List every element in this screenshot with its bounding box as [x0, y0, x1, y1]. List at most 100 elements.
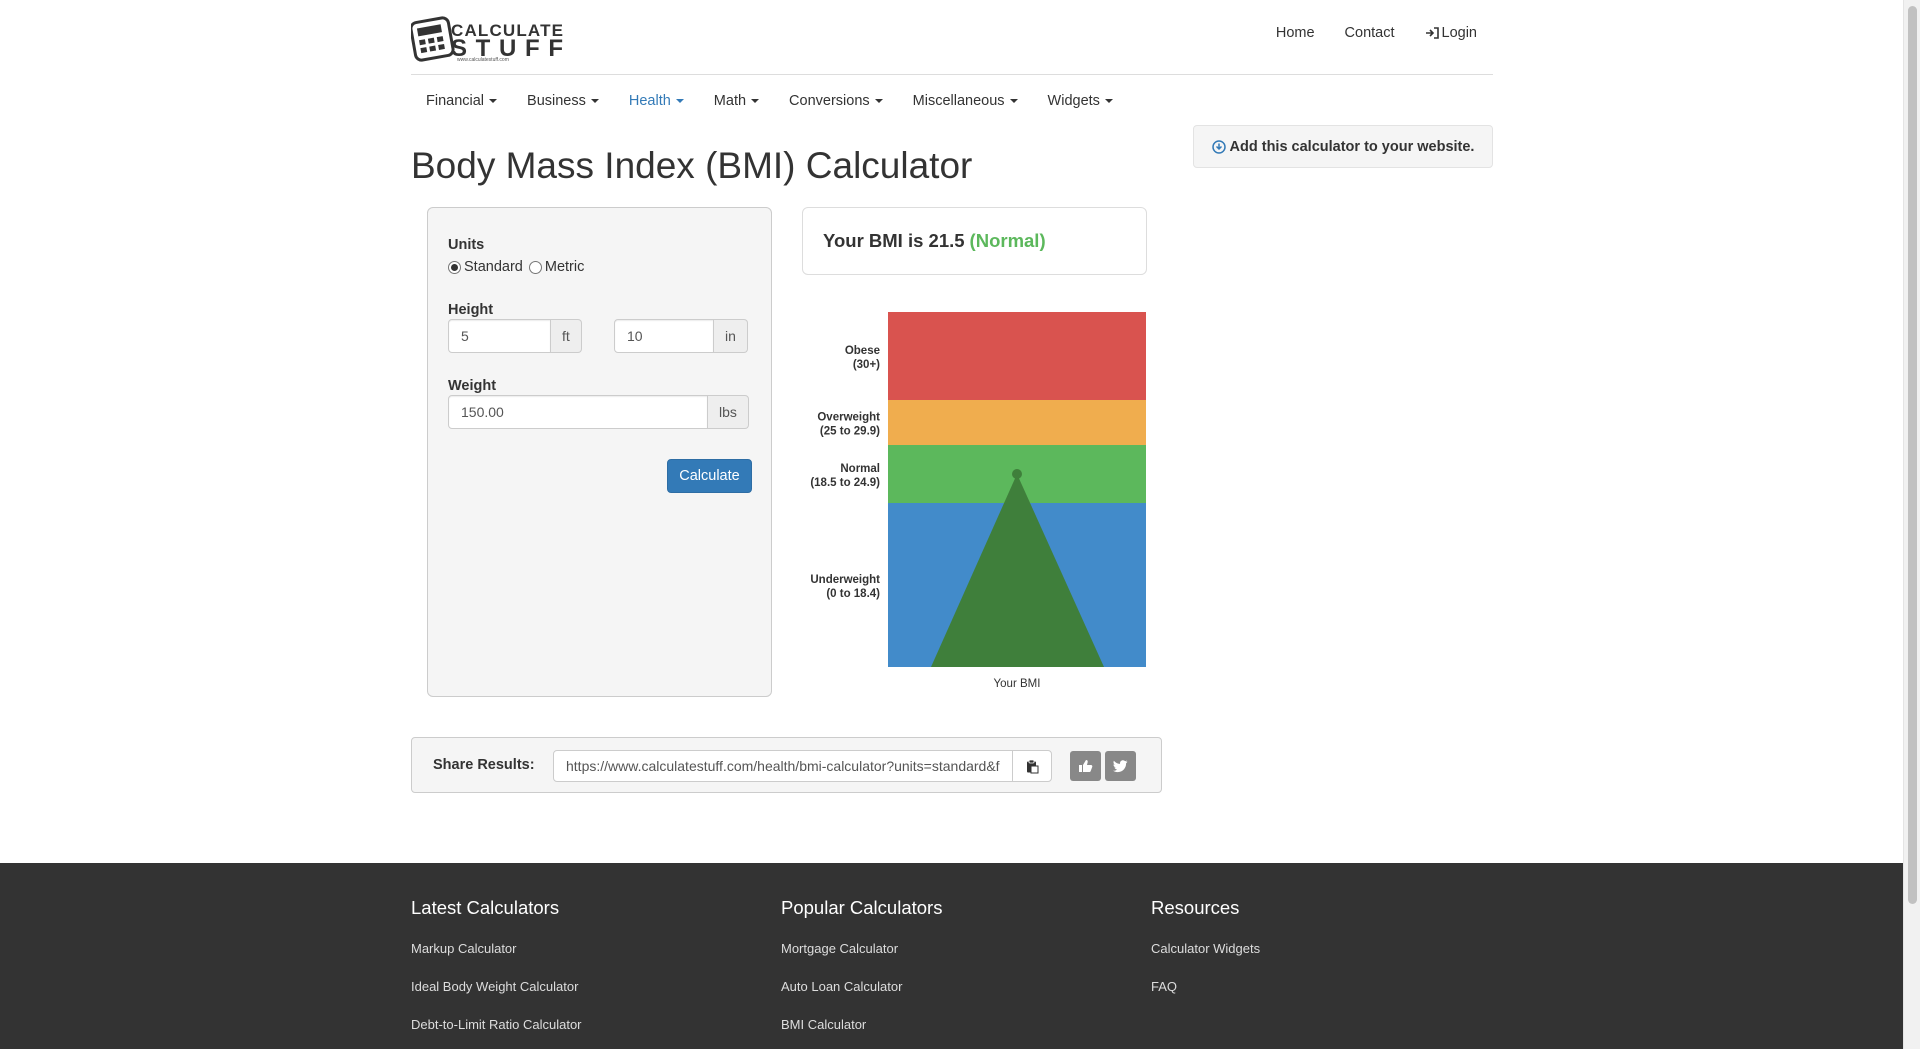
clipboard-icon: [1027, 759, 1039, 773]
thumbs-up-icon: [1079, 760, 1093, 772]
facebook-like-button[interactable]: [1070, 751, 1101, 781]
caret-down-icon: [590, 99, 599, 103]
bmi-form-panel: Units Standard Metric Height 5 ft 10 in …: [427, 207, 772, 697]
footer-link[interactable]: Calculator Widgets: [1151, 941, 1261, 956]
nav-financial-label: Financial: [426, 93, 485, 109]
login-label: Login: [1441, 25, 1477, 41]
svg-text:CALCULATE: CALCULATE: [451, 21, 563, 40]
height-in-unit: in: [714, 319, 748, 353]
chart-band-range: (18.5 to 24.9): [810, 477, 880, 489]
login-icon: [1425, 27, 1439, 39]
copy-button[interactable]: [1012, 750, 1052, 782]
caret-down-icon: [675, 99, 684, 103]
nav-miscellaneous-label: Miscellaneous: [912, 93, 1005, 109]
footer-popular-title: Popular Calculators: [781, 897, 943, 918]
nav-math[interactable]: Math: [699, 93, 774, 109]
footer-link[interactable]: Mortgage Calculator: [781, 941, 899, 956]
units-label: Units: [448, 237, 485, 253]
calculate-button[interactable]: Calculate: [667, 459, 752, 493]
weight-label: Weight: [448, 378, 497, 394]
footer-link[interactable]: Ideal Body Weight Calculator: [411, 979, 579, 994]
bmi-chart-svg: Obese (30+) Overweight (25 to 29.9) Normal (1…: [810, 312, 1146, 690]
nav-business[interactable]: Business: [512, 93, 614, 109]
share-url-input[interactable]: https://www.calculatestuff.com/health/bm…: [553, 750, 1013, 782]
calculator-logo-icon: CALCULATE STUFF www.calculatestuff.com: [409, 16, 563, 63]
share-label: Share Results:: [433, 757, 535, 773]
footer-link[interactable]: BMI Calculator: [781, 1017, 867, 1032]
units-radio-group: Standard Metric: [448, 259, 590, 275]
chart-band-overweight: [888, 400, 1146, 445]
site-logo[interactable]: CALCULATE STUFF www.calculatestuff.com: [409, 14, 565, 63]
nav-business-label: Business: [527, 93, 586, 109]
footer-link[interactable]: Markup Calculator: [411, 941, 517, 956]
nav-home-link[interactable]: Home: [1275, 25, 1315, 41]
weight-group: 150.00 lbs: [448, 395, 749, 429]
standard-radio-label[interactable]: Standard: [464, 259, 523, 275]
top-nav: Home Contact Login: [1261, 25, 1493, 41]
nav-widgets-label: Widgets: [1047, 93, 1100, 109]
footer-resources-title: Resources: [1151, 897, 1240, 918]
height-label: Height: [448, 302, 494, 318]
caret-down-icon: [874, 99, 883, 103]
footer-popular-column: Popular Calculators Mortgage Calculator …: [781, 897, 942, 1044]
scrollbar-thumb[interactable]: [1908, 6, 1917, 904]
bmi-result-text: Your BMI is 21.5: [823, 230, 965, 251]
footer-latest-title: Latest Calculators: [411, 897, 560, 918]
metric-radio[interactable]: [528, 260, 542, 274]
site-header: CALCULATE STUFF www.calculatestuff.com H…: [409, 0, 1493, 75]
chart-band-obese: [888, 312, 1146, 400]
height-in-group: 10 in: [614, 319, 748, 353]
chart-band-range: (25 to 29.9): [820, 426, 880, 438]
height-ft-input[interactable]: 5: [448, 319, 551, 353]
metric-radio-label[interactable]: Metric: [544, 259, 585, 275]
footer-latest-column: Latest Calculators Markup Calculator Ide…: [411, 897, 582, 1044]
chart-band-label: Obese: [845, 345, 880, 357]
add-widget-link[interactable]: Add this calculator to your website.: [1193, 125, 1493, 168]
bmi-status: (Normal): [969, 230, 1046, 251]
nav-health-label: Health: [628, 93, 671, 109]
footer-link[interactable]: Debt-to-Limit Ratio Calculator: [411, 1017, 582, 1032]
download-circle-icon: [1211, 139, 1226, 154]
nav-financial[interactable]: Financial: [411, 93, 512, 109]
chart-band-range: (0 to 18.4): [826, 588, 880, 600]
add-widget-label: Add this calculator to your website.: [1229, 138, 1475, 155]
twitter-icon: [1113, 759, 1128, 772]
caret-down-icon: [1009, 99, 1018, 103]
nav-contact-link[interactable]: Contact: [1344, 25, 1395, 41]
weight-input[interactable]: 150.00: [448, 395, 708, 429]
caret-down-icon: [751, 99, 760, 103]
chart-band-label: Underweight: [810, 574, 880, 586]
nav-widgets[interactable]: Widgets: [1033, 93, 1128, 109]
nav-conversions-label: Conversions: [789, 93, 870, 109]
bmi-marker-point: [1012, 469, 1022, 479]
bmi-result-box: Your BMI is 21.5 (Normal): [802, 207, 1147, 275]
share-bar: Share Results: https://www.calculatestuf…: [411, 737, 1162, 793]
caret-down-icon: [1104, 99, 1113, 103]
main-nav: Financial Business Health Math Conversio…: [411, 76, 1128, 126]
twitter-share-button[interactable]: [1105, 751, 1136, 781]
nav-login-link[interactable]: Login: [1425, 25, 1477, 41]
height-in-input[interactable]: 10: [614, 319, 714, 353]
bmi-chart: Obese (30+) Overweight (25 to 29.9) Normal (1…: [802, 310, 1152, 700]
page-container: CALCULATE STUFF www.calculatestuff.com H…: [409, 0, 1493, 793]
nav-miscellaneous[interactable]: Miscellaneous: [898, 93, 1033, 109]
chart-x-label: Your BMI: [994, 678, 1041, 690]
footer-link[interactable]: FAQ: [1151, 979, 1178, 994]
footer-resources-column: Resources Calculator Widgets FAQ: [1151, 897, 1260, 1006]
standard-radio[interactable]: [448, 260, 461, 274]
caret-down-icon: [489, 99, 498, 103]
page-scrollbar[interactable]: [1903, 0, 1920, 1049]
footer-link[interactable]: Auto Loan Calculator: [781, 979, 903, 994]
weight-unit: lbs: [708, 395, 749, 429]
height-ft-group: 5 ft: [448, 319, 582, 353]
chart-band-label: Normal: [840, 463, 880, 475]
site-footer: Latest Calculators Markup Calculator Ide…: [0, 863, 1903, 1049]
chart-band-label: Overweight: [817, 412, 880, 424]
height-ft-unit: ft: [551, 319, 582, 353]
svg-text:www.calculatestuff.com: www.calculatestuff.com: [457, 57, 509, 62]
nav-math-label: Math: [713, 93, 747, 109]
bmi-marker-triangle: [931, 474, 1104, 667]
page-title: Body Mass Index (BMI) Calculator: [411, 145, 973, 186]
nav-conversions[interactable]: Conversions: [774, 93, 898, 109]
nav-health[interactable]: Health: [614, 93, 699, 109]
